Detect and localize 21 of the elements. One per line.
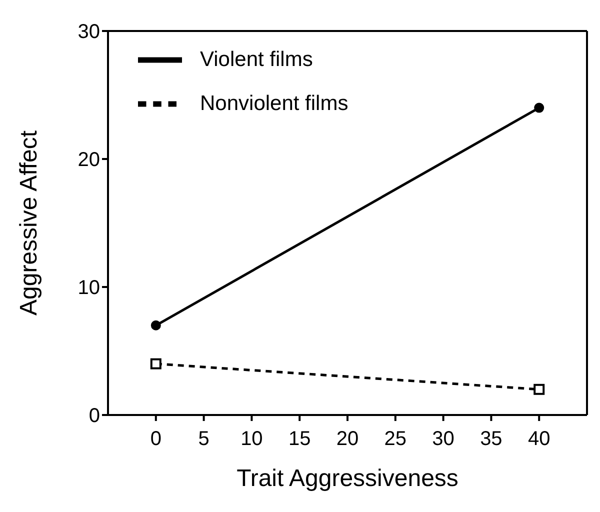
x-tick-label: 20 <box>336 428 359 450</box>
y-tick-label: 0 <box>88 405 100 428</box>
x-axis-title: Trait Aggressiveness <box>236 465 458 492</box>
x-tick-label: 25 <box>384 428 407 450</box>
y-tick-label: 30 <box>78 21 100 44</box>
x-tick-label: 40 <box>528 428 550 450</box>
y-axis-title: Aggressive Affect <box>16 130 43 316</box>
legend-label: Violent films <box>200 48 313 71</box>
point <box>150 358 162 370</box>
x-tick-label: 35 <box>480 428 502 450</box>
y-tick-label: 20 <box>78 149 100 172</box>
x-tick-label: 15 <box>288 428 311 450</box>
x-tick-label: 0 <box>150 428 162 450</box>
y-tick-label: 10 <box>78 277 100 300</box>
x-tick-label: 30 <box>432 428 454 450</box>
point <box>534 102 544 113</box>
x-tick-label: 10 <box>240 428 263 450</box>
point <box>150 320 161 330</box>
point <box>534 384 545 395</box>
legend-label: Nonviolent films <box>200 92 348 115</box>
x-tick-label: 5 <box>198 428 210 450</box>
